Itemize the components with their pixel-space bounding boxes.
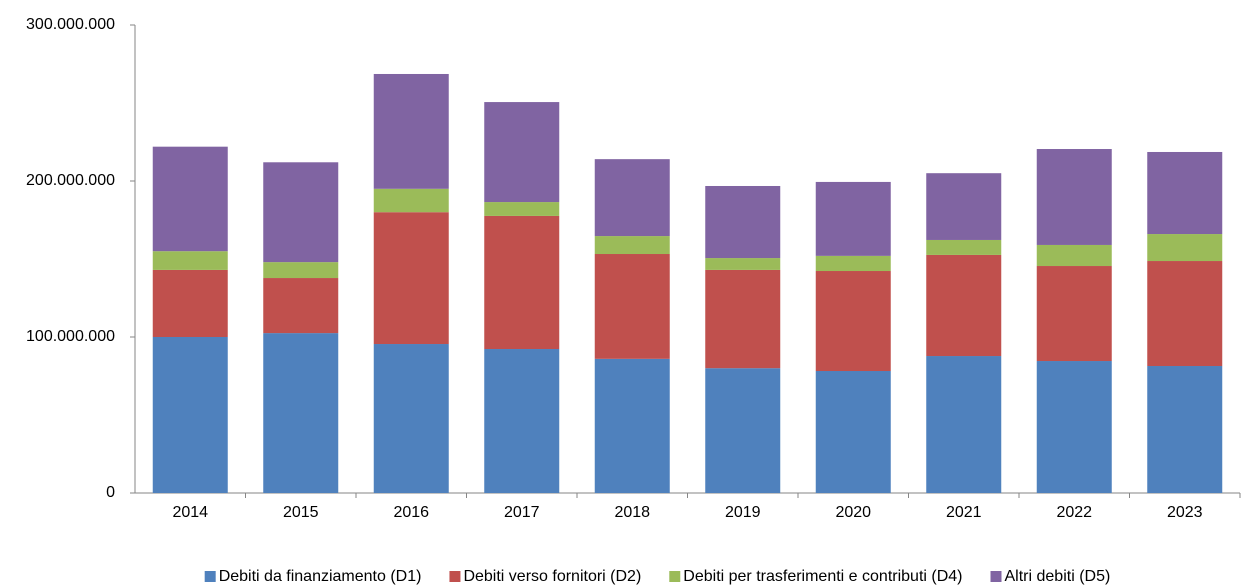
bar-segment: [152, 269, 228, 337]
bar-segment: [373, 344, 449, 493]
legend-swatch: [990, 571, 1002, 582]
legend: Debiti da finanziamento (D1) Debiti verso…: [204, 568, 1111, 585]
bar-segment: [1036, 361, 1112, 493]
bar-segment: [594, 358, 670, 493]
bar-segment: [594, 254, 670, 359]
bar-segment: [1147, 234, 1223, 262]
bar-segment: [1147, 151, 1223, 235]
x-tick-label: 2016: [393, 504, 429, 521]
x-tick-label: 2018: [614, 504, 650, 521]
bar-segment: [263, 162, 339, 263]
bar-segment: [263, 278, 339, 334]
bar-segment: [484, 215, 560, 350]
bar-segment: [594, 159, 670, 237]
bar-segment: [484, 349, 560, 493]
bar-segment: [926, 356, 1002, 493]
y-tick-label: 100.000.000: [26, 328, 115, 345]
bar-segment: [484, 102, 560, 203]
legend-label: Debiti per trasferimenti e contributi (D…: [683, 568, 962, 585]
bar-segment: [705, 185, 781, 259]
bar-segment: [594, 236, 670, 255]
bar-segment: [1036, 266, 1112, 362]
bar-segment: [152, 251, 228, 270]
y-tick-label: 300.000.000: [26, 16, 115, 33]
legend-label: Debiti da finanziamento (D1): [219, 568, 422, 585]
legend-swatch: [449, 571, 461, 582]
bar-segment: [926, 239, 1002, 255]
bar-segment: [815, 255, 891, 272]
legend-label: Altri debiti (D5): [1005, 568, 1111, 585]
legend-swatch: [669, 571, 681, 582]
bar-segment: [815, 271, 891, 372]
x-tick-label: 2020: [835, 504, 871, 521]
bar-segment: [373, 188, 449, 213]
y-tick-label: 200.000.000: [26, 172, 115, 189]
bar-segment: [705, 258, 781, 270]
x-tick-label: 2023: [1167, 504, 1203, 521]
x-tick-label: 2015: [283, 504, 319, 521]
bar-segment: [926, 173, 1002, 240]
bar-segment: [926, 254, 1002, 357]
bar-segment: [373, 73, 449, 189]
x-tick-label: 2014: [172, 504, 208, 521]
bar-segment: [1036, 244, 1112, 267]
bar-segment: [705, 269, 781, 369]
bar-segment: [705, 368, 781, 493]
bar-segment: [815, 181, 891, 256]
bar-segment: [815, 371, 891, 493]
bar-segment: [152, 337, 228, 493]
x-tick-label: 2019: [725, 504, 761, 521]
legend-swatch: [204, 571, 216, 582]
bar-segment: [373, 212, 449, 345]
bar-segment: [484, 202, 560, 216]
bar-segment: [152, 146, 228, 252]
bar-segment: [263, 262, 339, 279]
bar-segment: [1147, 261, 1223, 367]
y-tick-label: 0: [106, 484, 115, 501]
bar-segment: [263, 333, 339, 493]
x-tick-label: 2017: [504, 504, 540, 521]
legend-label: Debiti verso fornitori (D2): [463, 568, 641, 585]
bar-segment: [1036, 149, 1112, 245]
x-tick-label: 2021: [946, 504, 982, 521]
bar-segment: [1147, 366, 1223, 493]
x-tick-label: 2022: [1056, 504, 1092, 521]
